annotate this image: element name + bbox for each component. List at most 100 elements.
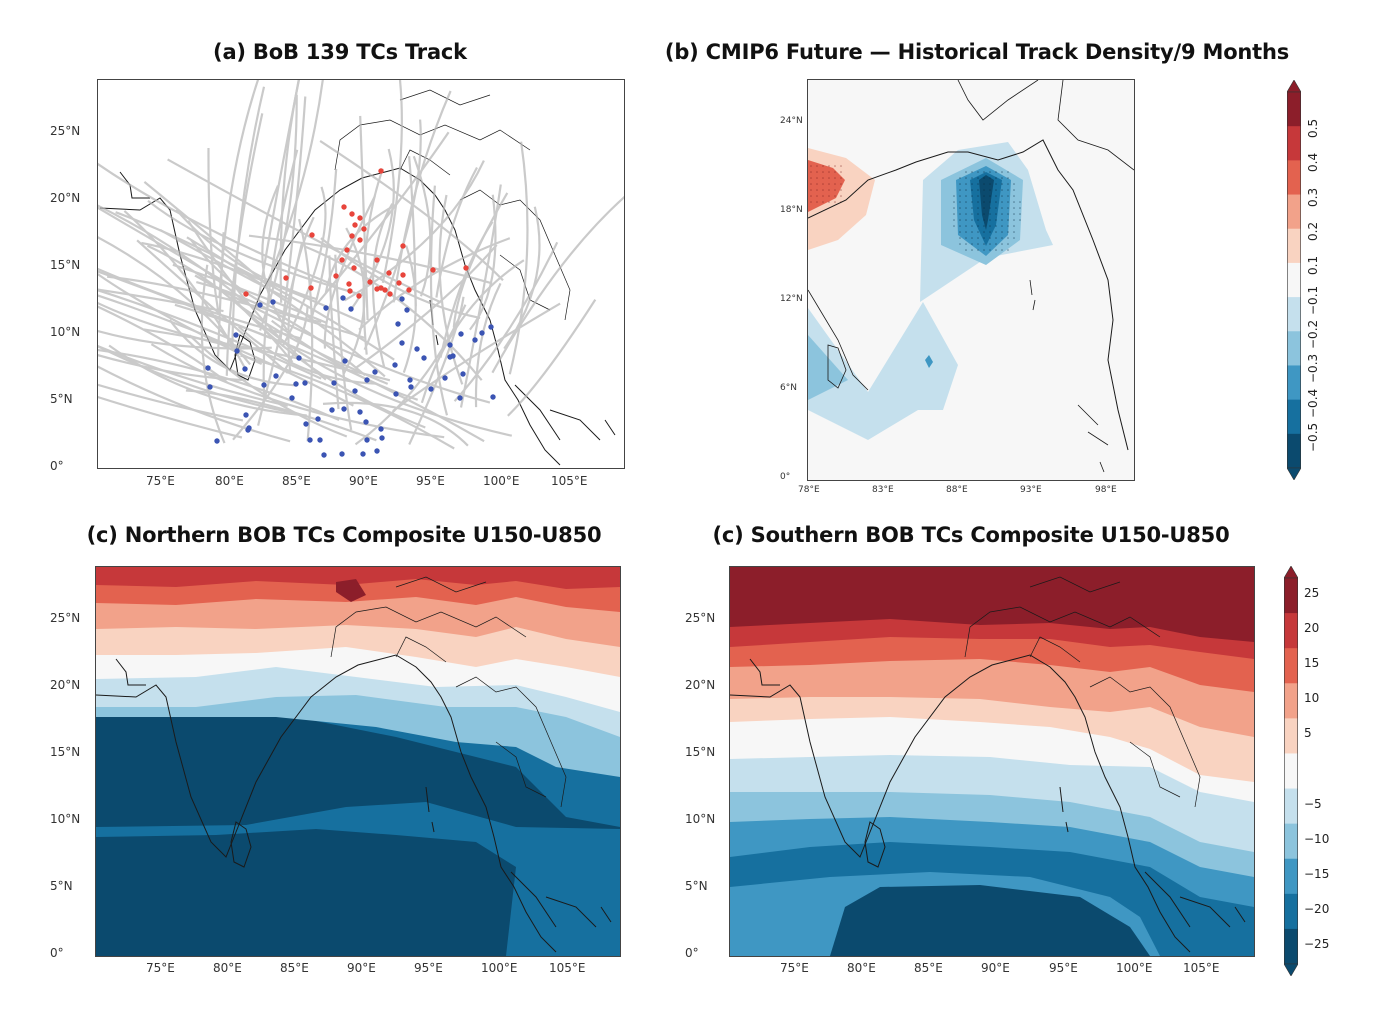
- colorbar-segment: [1287, 297, 1301, 332]
- significance-stipples-red: [810, 165, 842, 203]
- stipple: [989, 177, 991, 179]
- stipple: [840, 189, 842, 191]
- genesis-point: [378, 285, 384, 291]
- genesis-point: [374, 257, 380, 263]
- genesis-point: [392, 362, 398, 368]
- stipple: [1001, 249, 1003, 251]
- tc-track: [98, 395, 243, 439]
- genesis-point: [257, 302, 263, 308]
- stipple: [977, 213, 979, 215]
- stipple: [989, 243, 991, 245]
- genesis-point: [352, 388, 358, 394]
- stipple: [959, 195, 961, 197]
- genesis-point: [270, 299, 276, 305]
- tc-track: [98, 162, 336, 287]
- colorbar-tick-label: −0.4: [1306, 388, 1320, 418]
- stipple: [959, 243, 961, 245]
- tc-track: [175, 208, 318, 301]
- stipple: [1007, 237, 1009, 239]
- stipple: [834, 183, 836, 185]
- tc-track: [309, 168, 338, 322]
- lon-tick-label: 93°E: [1020, 485, 1042, 495]
- stipple: [989, 207, 991, 209]
- stipple: [953, 219, 955, 221]
- positive-contour-0.2: [808, 160, 845, 212]
- stipple: [1007, 183, 1009, 185]
- stipple: [1007, 201, 1009, 203]
- lon-tick-label: 95°E: [1049, 961, 1078, 975]
- track-map: [98, 80, 624, 466]
- lon-tick-label: 80°E: [213, 961, 242, 975]
- stipple: [1007, 249, 1009, 251]
- colorbar-extend-bottom: [1283, 963, 1299, 977]
- tc-track: [262, 149, 299, 401]
- tc-track: [408, 296, 465, 445]
- stipple: [816, 201, 818, 203]
- stipple: [1001, 183, 1003, 185]
- tc-track: [200, 264, 226, 444]
- panel-b-map: [807, 79, 1135, 481]
- lat-tick-label: 18°N: [780, 205, 803, 215]
- genesis-point: [349, 211, 355, 217]
- genesis-point: [472, 337, 478, 343]
- tc-track: [469, 194, 497, 331]
- stipple: [810, 195, 812, 197]
- density-map: [808, 80, 1134, 473]
- stipple: [828, 177, 830, 179]
- panel-b-colorbar: [1286, 79, 1302, 481]
- genesis-point: [450, 353, 456, 359]
- lon-tick-label: 100°E: [483, 474, 520, 488]
- lon-tick-label: 90°E: [347, 961, 376, 975]
- band-red4: [730, 567, 1254, 642]
- stipple: [959, 231, 961, 233]
- stipple: [983, 207, 985, 209]
- colorbar-segment: [1287, 160, 1301, 196]
- genesis-point: [303, 421, 309, 427]
- tc-track: [381, 80, 403, 284]
- stipple: [971, 243, 973, 245]
- genesis-point: [339, 451, 345, 457]
- tc-track: [98, 344, 289, 407]
- colorbar-tick-label: −0.2: [1306, 320, 1320, 350]
- tc-track: [429, 185, 449, 416]
- colorbar-tick-label: 5: [1304, 726, 1312, 741]
- lon-tick-label: 105°E: [1183, 961, 1220, 975]
- southern-composite-map: [730, 567, 1254, 956]
- tc-track: [185, 389, 377, 442]
- stipple: [989, 213, 991, 215]
- stipple: [828, 165, 830, 167]
- lon-tick-label: 85°E: [280, 961, 309, 975]
- genesis-point: [296, 355, 302, 361]
- colorbar-extend-top: [1286, 79, 1302, 93]
- colorbar-tick-label: 20: [1304, 621, 1320, 636]
- stipple: [828, 201, 830, 203]
- lon-tick-label: 105°E: [551, 474, 588, 488]
- stipple: [1019, 207, 1021, 209]
- genesis-point: [348, 306, 354, 312]
- stipple: [971, 195, 973, 197]
- genesis-point: [367, 279, 373, 285]
- colorbar-segment: [1287, 365, 1301, 401]
- panel-d-colorbar: [1283, 565, 1299, 977]
- tc-track: [507, 299, 597, 417]
- stipple: [989, 183, 991, 185]
- genesis-point: [404, 307, 410, 313]
- colorbar-tick-label: −0.3: [1306, 354, 1320, 384]
- genesis-point: [243, 412, 249, 418]
- genesis-point: [372, 369, 378, 375]
- genesis-point: [479, 330, 485, 336]
- tc-track: [491, 195, 624, 374]
- stipple: [971, 171, 973, 173]
- sri-lanka-outline: [864, 821, 886, 868]
- stipple: [816, 189, 818, 191]
- tc-track: [354, 304, 467, 446]
- stipple: [971, 231, 973, 233]
- colorbar-segment: [1287, 194, 1301, 230]
- band-blue4: [830, 885, 1150, 956]
- genesis-point: [386, 270, 392, 276]
- genesis-point: [457, 395, 463, 401]
- stipple: [834, 177, 836, 179]
- genesis-point: [364, 437, 370, 443]
- tc-track: [281, 186, 327, 348]
- stipple: [1013, 195, 1015, 197]
